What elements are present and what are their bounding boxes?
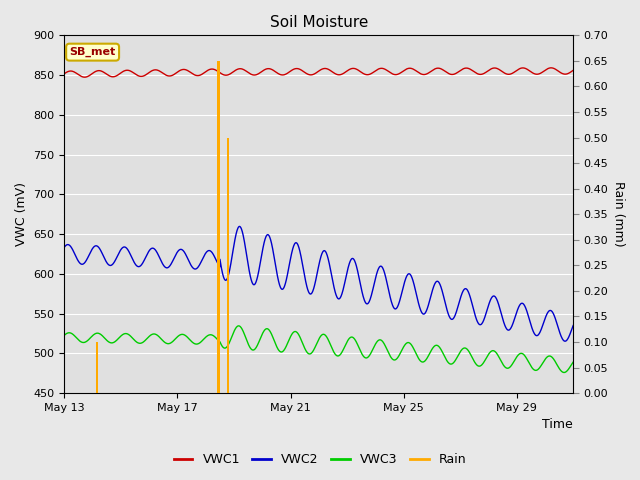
Bar <box>218 61 220 393</box>
Legend: VWC1, VWC2, VWC3, Rain: VWC1, VWC2, VWC3, Rain <box>169 448 471 471</box>
Text: SB_met: SB_met <box>70 47 116 57</box>
Title: Soil Moisture: Soil Moisture <box>269 15 368 30</box>
Bar <box>227 138 230 393</box>
Y-axis label: VWC (mV): VWC (mV) <box>15 182 28 246</box>
Bar <box>96 342 98 393</box>
X-axis label: Time: Time <box>543 419 573 432</box>
Y-axis label: Rain (mm): Rain (mm) <box>612 181 625 247</box>
